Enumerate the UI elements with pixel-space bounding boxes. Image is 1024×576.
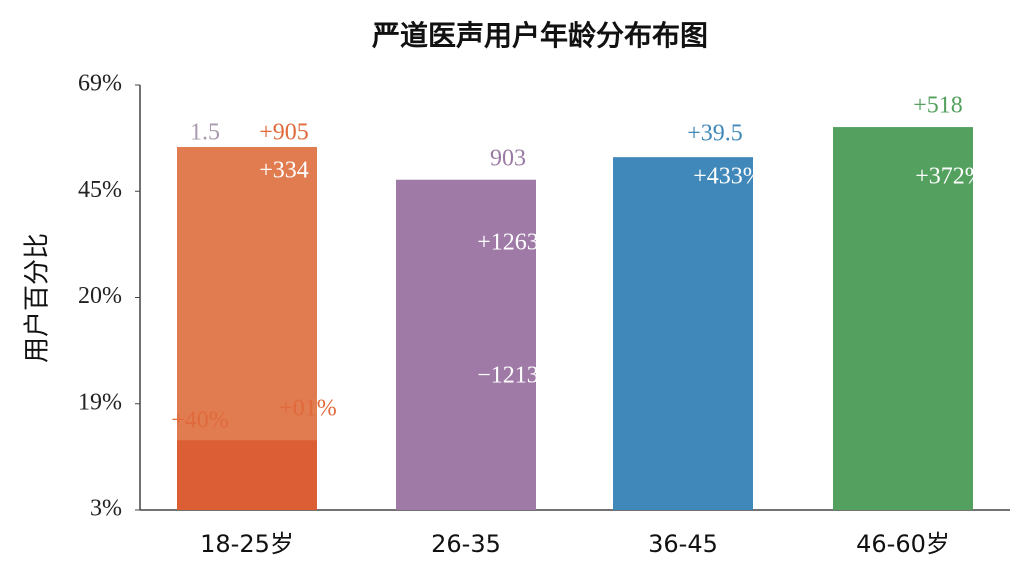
y-tick-label: 69% (78, 71, 122, 97)
y-axis-label: 用户百分比 (23, 233, 53, 363)
x-tick-label: 26-35 (431, 530, 501, 558)
annotation: +40% (171, 408, 229, 434)
annotation: +518 (913, 93, 963, 119)
annotation: 1.5 (190, 120, 220, 146)
y-tick-label: 45% (78, 177, 122, 203)
annotation: 903 (490, 146, 526, 172)
chart-title: 严道医声用户年龄分布布图 (372, 19, 708, 52)
annotation: −1213 (477, 363, 539, 389)
bar-base (177, 440, 317, 510)
x-tick-label: 36-45 (648, 530, 718, 558)
y-tick-label: 3% (90, 496, 122, 522)
annotation: +1263 (477, 230, 539, 256)
annotation: +334 (259, 158, 309, 184)
bar (396, 179, 536, 511)
bar (833, 127, 973, 511)
x-tick-label: 46-60岁 (856, 530, 950, 558)
annotation: +01% (279, 396, 337, 422)
annotation: +433% (693, 164, 763, 190)
annotation: +39.5 (687, 121, 743, 147)
y-tick-label: 20% (78, 283, 122, 309)
y-tick-label: 19% (78, 389, 122, 415)
annotation: +905 (259, 120, 309, 146)
annotation: +372% (915, 164, 985, 190)
bar (613, 157, 753, 511)
x-tick-label: 18-25岁 (200, 530, 294, 558)
